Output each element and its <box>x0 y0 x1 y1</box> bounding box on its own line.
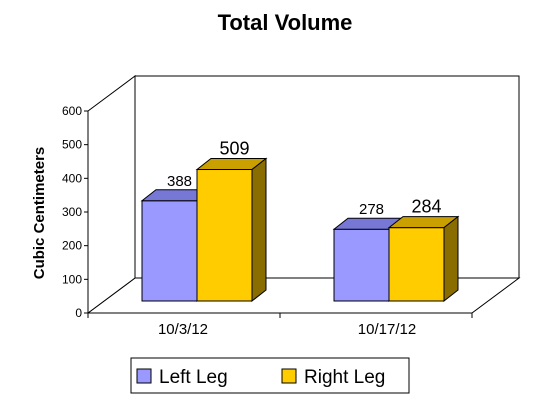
legend-swatch-left-leg <box>136 368 152 384</box>
y-tick-label: 200 <box>62 239 82 253</box>
bar-side <box>443 215 459 303</box>
legend: Left Leg Right Leg <box>130 357 410 394</box>
legend-swatch-right-leg <box>281 368 297 384</box>
y-axis: 0 100 200 300 400 500 600 <box>62 104 88 320</box>
bar-front <box>141 200 198 302</box>
y-tick-label: 400 <box>62 171 82 185</box>
chart-title: Total Volume <box>218 10 353 35</box>
x-tick-label: 10/17/12 <box>358 321 416 338</box>
bar-front <box>333 228 390 302</box>
bar-right-leg-0 <box>195 157 268 303</box>
legend-label-left-leg: Left Leg <box>159 367 228 388</box>
side-wall <box>87 75 136 314</box>
legend-box <box>130 357 410 394</box>
legend-label-right-leg: Right Leg <box>304 367 385 388</box>
y-tick-label: 500 <box>62 138 82 152</box>
data-label: 284 <box>411 197 441 217</box>
bar-front <box>388 227 445 302</box>
y-tick-label: 0 <box>75 306 82 320</box>
data-labels: 388 509 278 284 <box>167 139 442 219</box>
bar-side <box>251 157 267 303</box>
bar-front <box>196 169 253 302</box>
y-axis-label: Cubic Centimeters <box>31 147 48 280</box>
y-tick-label: 100 <box>62 272 82 286</box>
bar-right-leg-1 <box>387 215 460 303</box>
data-label: 278 <box>359 201 384 218</box>
data-label: 509 <box>219 139 249 159</box>
x-tick-label: 10/3/12 <box>158 321 208 338</box>
bars <box>140 157 460 303</box>
data-label: 388 <box>167 173 192 190</box>
y-tick-label: 300 <box>62 205 82 219</box>
x-axis: 10/3/12 10/17/12 <box>87 313 473 338</box>
y-tick-label: 600 <box>62 104 82 118</box>
